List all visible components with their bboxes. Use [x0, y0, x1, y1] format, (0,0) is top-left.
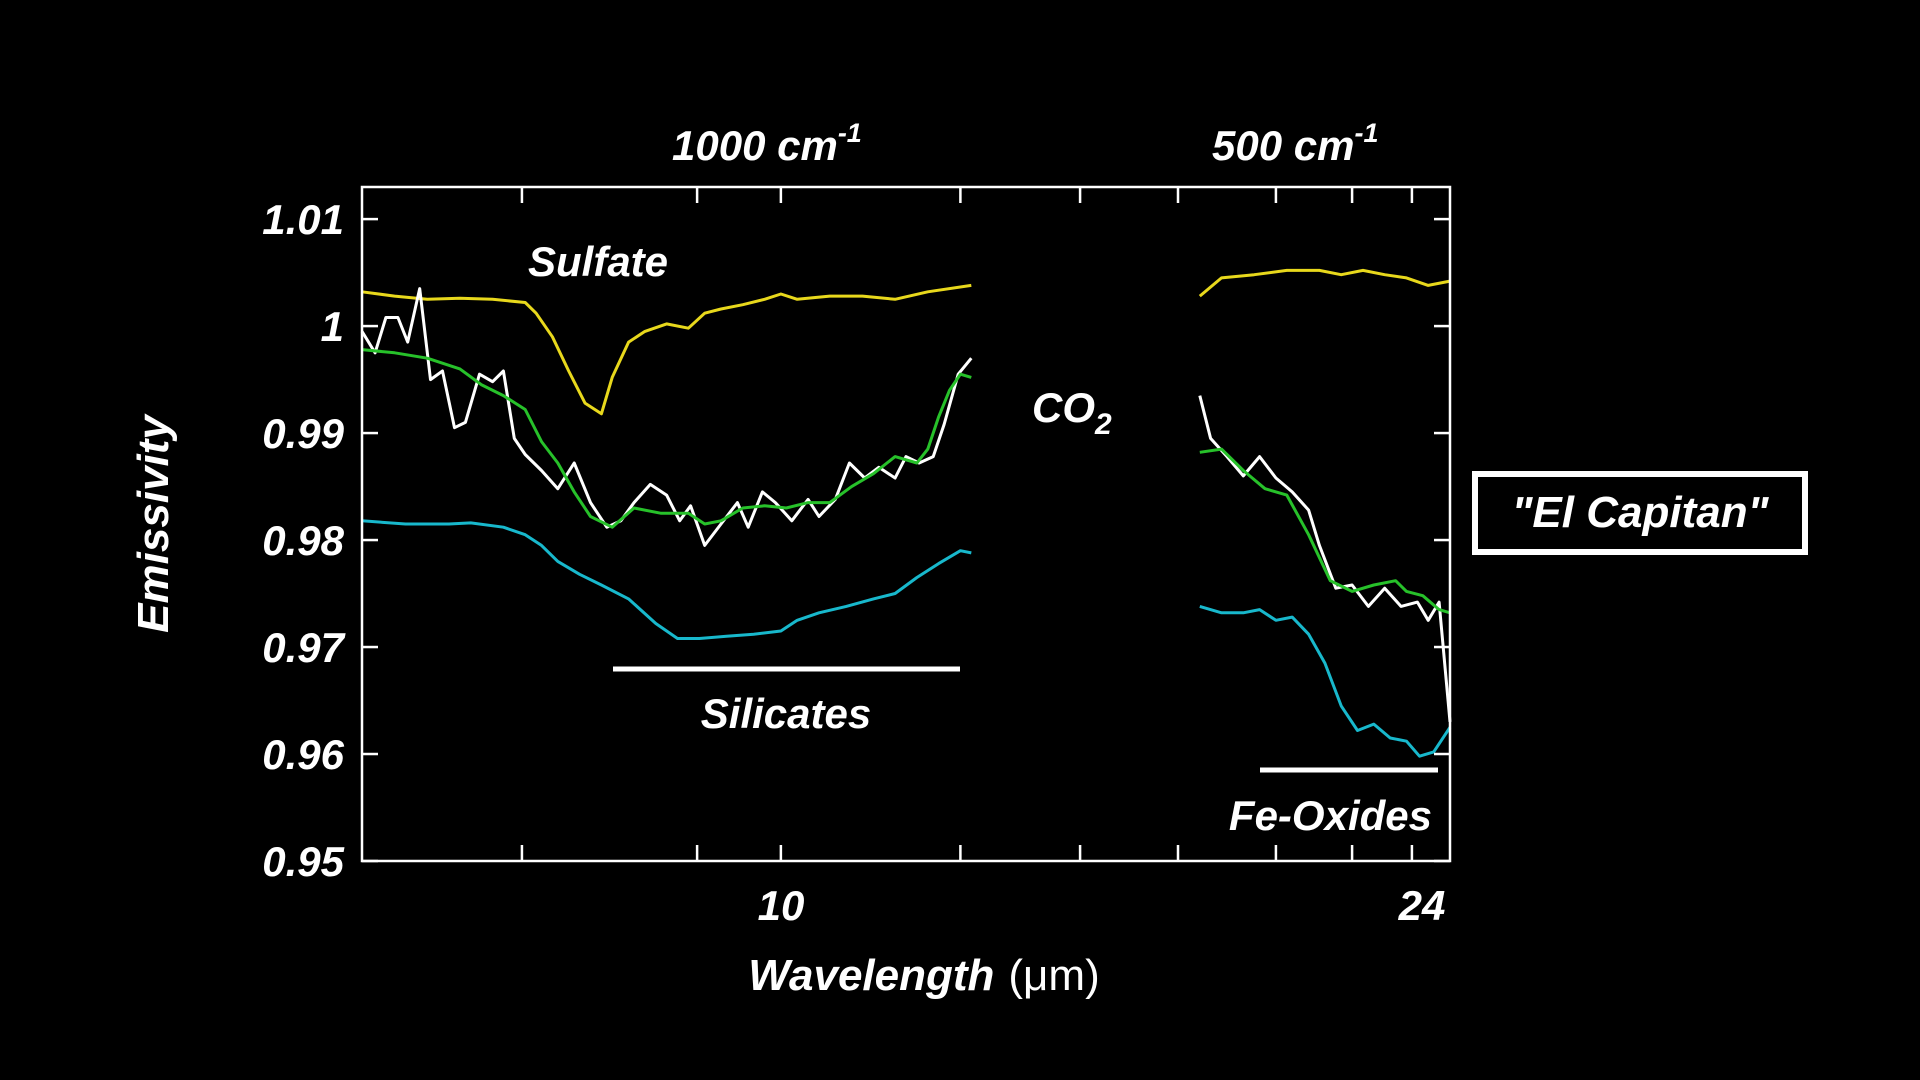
series-line-1-segment-0 [360, 287, 973, 547]
sulfate-label: Sulfate [528, 238, 668, 285]
plot-frame [360, 185, 1452, 863]
x-tick-label-24: 24 [1398, 882, 1446, 929]
series-line-1-segment-1 [1198, 395, 1452, 723]
series-line-3-segment-1 [1199, 604, 1452, 758]
y-tick-label: 0.98 [262, 517, 344, 564]
y-tick-label: 0.99 [262, 410, 344, 457]
sample-box-frame [1472, 471, 1808, 555]
y-tick-label: 1 [321, 303, 344, 350]
series-line-2-segment-0 [361, 348, 972, 529]
co2-label: CO2 [1032, 384, 1112, 441]
x-tick-label-10: 10 [758, 882, 805, 929]
x-axis-title: Wavelength (μm) [748, 951, 1099, 1000]
top-axis-label-1000: 1000 cm-1 [672, 118, 862, 169]
series-line-0-segment-0 [361, 283, 972, 416]
series-line-2-segment-1 [1199, 447, 1451, 615]
top-axis-label-500: 500 cm-1 [1212, 118, 1378, 169]
series-line-3-segment-0 [361, 519, 972, 640]
y-tick-label: 0.95 [262, 838, 344, 885]
x-axis [520, 187, 1414, 861]
y-tick-label: 0.96 [262, 731, 344, 778]
series-layer [360, 268, 1452, 758]
series-line-0-segment-1 [1198, 268, 1451, 298]
y-axis: 0.95 0.96 0.97 0.98 0.99 1 1.01 [262, 196, 1450, 885]
silicates-label: Silicates [701, 690, 871, 737]
y-axis-title: Emissivity [129, 413, 178, 633]
y-tick-label: 0.97 [262, 624, 345, 671]
sample-box-text: "El Capitan" [1512, 488, 1770, 537]
sample-label-box: "El Capitan" [1472, 471, 1808, 555]
y-tick-label: 1.01 [262, 196, 344, 243]
fe-oxides-label: Fe-Oxides [1229, 792, 1432, 839]
